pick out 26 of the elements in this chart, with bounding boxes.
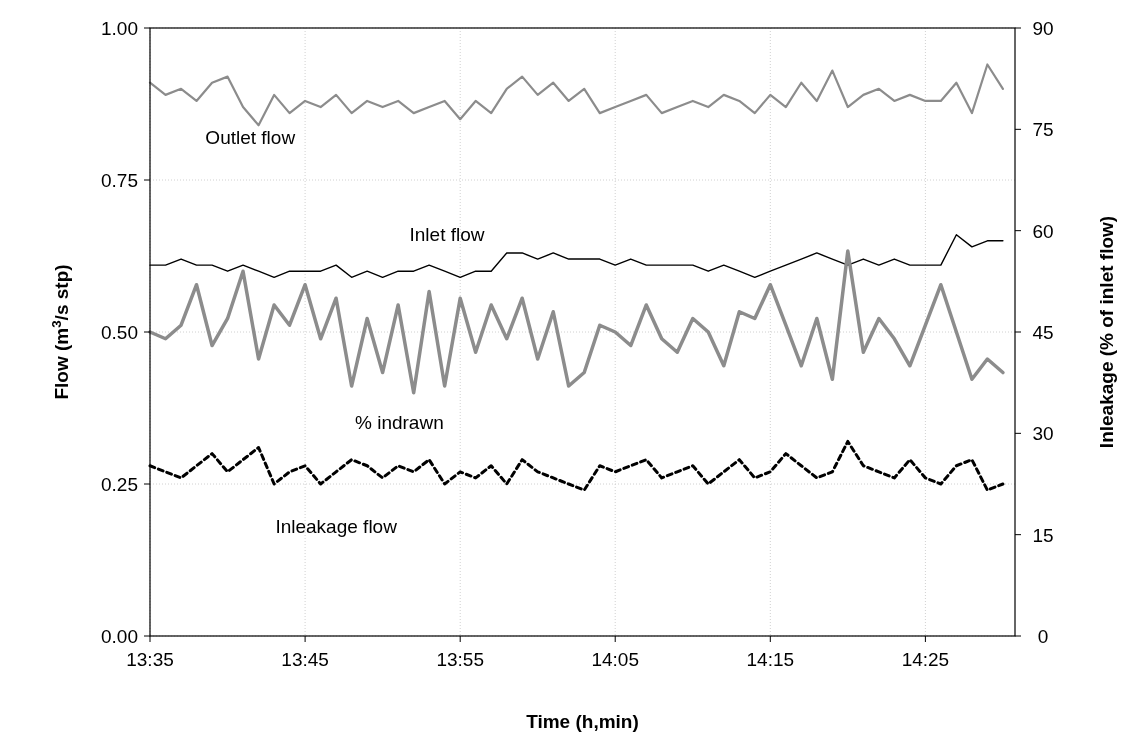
y-tick-label: 1.00 xyxy=(101,18,138,39)
x-tick-label: 13:45 xyxy=(281,649,329,670)
line-series xyxy=(148,63,1005,127)
y-tick-label: 0.00 xyxy=(101,626,138,647)
x-tick-label: 14:05 xyxy=(591,649,639,670)
y-tick-label: 0.25 xyxy=(101,474,138,495)
series-label: % indrawn xyxy=(355,412,444,434)
y2-tick-label: 0 xyxy=(1037,626,1049,647)
x-tick-label: 13:55 xyxy=(436,649,484,670)
y-tick-label: 0.75 xyxy=(101,170,138,191)
y2-tick-label: 60 xyxy=(1032,220,1054,242)
x-tick-label: 14:15 xyxy=(746,649,795,670)
y2-axis-title: Inleakage (% of inlet flow) xyxy=(1096,215,1117,449)
y2-tick-label: 30 xyxy=(1032,423,1054,445)
y2-tick-label: 15 xyxy=(1032,524,1054,546)
y2-tick-label: 75 xyxy=(1032,119,1054,141)
y2-tick-label: 90 xyxy=(1032,18,1054,39)
line-series xyxy=(148,249,1005,395)
y2-tick-label: 45 xyxy=(1032,322,1054,343)
y-tick-label: 0.50 xyxy=(101,322,138,343)
x-tick-label: 14:25 xyxy=(901,649,950,670)
series-label: Inleakage flow xyxy=(275,515,398,537)
x-axis-title: Time (h,min) xyxy=(526,711,639,732)
series-label: Outlet flow xyxy=(205,126,296,148)
x-tick-label: 13:35 xyxy=(126,649,174,670)
series-label: Inlet flow xyxy=(409,223,485,245)
